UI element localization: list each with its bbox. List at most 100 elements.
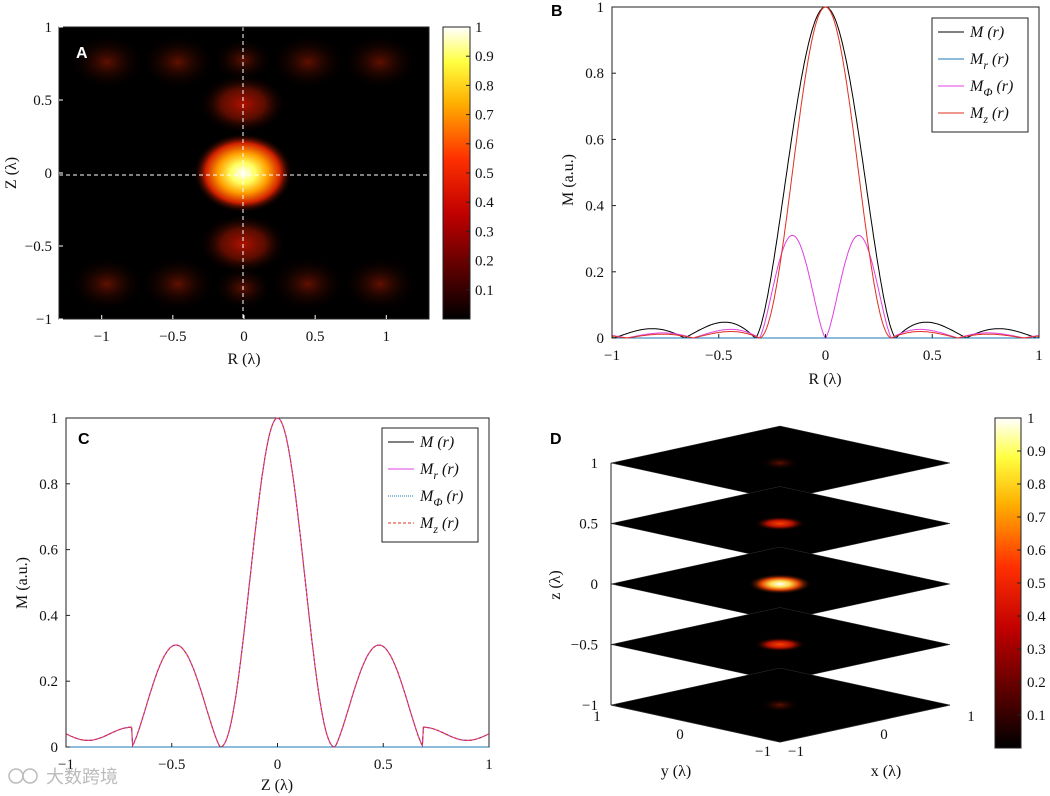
colorbar-d-label: 1 — [1027, 411, 1035, 427]
axis-label-a-x: R (λ) — [227, 351, 260, 368]
tick-label-x: −0.5 — [158, 757, 185, 773]
colorbar-a-label: 0.3 — [475, 224, 494, 240]
legend-arg: (r) — [438, 461, 459, 478]
watermark-text: 大数跨境 — [46, 767, 118, 788]
tick-label-d-x: −1 — [788, 744, 804, 760]
tick-label-y: 0 — [51, 740, 59, 756]
legend-entry: M (r) — [419, 434, 454, 451]
colorbar-a — [442, 26, 471, 320]
panel-letter-c: C — [78, 431, 90, 448]
tick-label-x: 0 — [274, 757, 282, 773]
tick-label-d-z: 1 — [591, 456, 599, 472]
tick-label-a-y: −1 — [36, 312, 52, 328]
tick-label-d-z: −0.5 — [571, 638, 598, 654]
tick-label-d-y: 1 — [593, 709, 601, 725]
heatmap-a-lobe — [342, 34, 418, 90]
colorbar-a-label: 0.6 — [475, 137, 494, 153]
tick-label-y: 0.6 — [585, 132, 604, 148]
axis-label-d-x: x (λ) — [871, 763, 901, 780]
tick-label-x: −0.5 — [705, 348, 732, 364]
heatmap-a-core — [193, 133, 293, 213]
tick-label-x: 1 — [485, 757, 493, 773]
legend-arg: (r) — [433, 434, 454, 451]
tick-label-a-x: −0.5 — [159, 329, 186, 345]
legend-base: M — [969, 105, 985, 122]
colorbar-d-label: 0.6 — [1027, 543, 1046, 559]
legend-subscript: r — [983, 58, 988, 72]
tick-label-d-x: 0 — [880, 727, 888, 743]
axis-label-d-z: z (λ) — [547, 570, 564, 600]
heatmap-a-lobe — [140, 34, 216, 90]
tick-label-x: 0 — [822, 348, 830, 364]
tick-label-x: 1 — [1035, 348, 1043, 364]
heatmap-a-lobe — [270, 256, 346, 312]
tick-label-a-x: 0 — [240, 329, 248, 345]
legend-entry: Mz (r) — [419, 515, 459, 536]
heatmap-a-lobe — [213, 38, 273, 82]
tick-label-y: 0.8 — [585, 66, 604, 82]
legend-arg: (r) — [988, 105, 1009, 122]
tick-label-d-z: 0.5 — [579, 517, 598, 533]
legend-arg: (r) — [992, 78, 1013, 95]
tick-label-d-y: −1 — [755, 744, 771, 760]
tick-label-y: 1 — [51, 411, 59, 427]
panel-d: D 10.50−0.5−110−1 −101 z (λ) y (λ) x (λ) … — [547, 411, 1046, 780]
legend-subscript: Φ — [983, 85, 992, 99]
tick-label-y: 0.4 — [585, 199, 604, 215]
tick-label-d-y: 0 — [676, 727, 684, 743]
colorbar-d-label: 0.3 — [1027, 642, 1046, 658]
colorbar-a-label: 0.9 — [475, 49, 494, 65]
legend-arg: (r) — [442, 488, 463, 505]
colorbar-a-label: 0.4 — [475, 195, 494, 211]
tick-label-x: −1 — [604, 348, 620, 364]
legend-arg: (r) — [983, 24, 1004, 41]
series-line-4 — [65, 417, 490, 748]
tick-label-x: 0.5 — [374, 757, 393, 773]
panel-b: B −1 −0.5 0 0.5 1 1 0.8 0.6 0.4 0.2 0 R (λ) M (a.u… — [551, 0, 1043, 388]
legend-base: M — [419, 515, 435, 532]
axis-label-b-y: M (a.u.) — [560, 154, 577, 206]
tick-label-y: 0.2 — [585, 265, 604, 281]
tick-label-a-x: −1 — [94, 329, 110, 345]
slice-spot — [760, 456, 800, 470]
heatmap-a-lobe — [270, 34, 346, 90]
tick-label-a-y: 1 — [45, 20, 53, 36]
tick-label-a-x: 0.5 — [306, 329, 325, 345]
colorbar-a-label: 0.5 — [475, 166, 494, 182]
colorbar-d-label: 0.2 — [1027, 675, 1046, 691]
heatmap-a-lobe — [140, 256, 216, 312]
tick-label-x: −1 — [58, 757, 74, 773]
slice-spot — [760, 698, 800, 712]
colorbar-a-label: 0.1 — [475, 283, 494, 299]
colorbar-a-label: 0.7 — [475, 108, 494, 124]
panel-c: C −1 −0.5 0 0.5 1 1 0.8 0.6 0.4 0.2 0 Z (λ) M (a.u… — [14, 411, 493, 794]
legend-entry: Mr (r) — [969, 51, 1009, 72]
colorbar-d-label: 0.4 — [1027, 609, 1046, 625]
legend-entry: MΦ (r) — [419, 488, 463, 509]
legend-subscript: z — [432, 522, 438, 536]
colorbar-a-label: 1 — [475, 20, 483, 36]
legend-subscript: r — [433, 468, 438, 482]
legend-base: M — [419, 434, 435, 451]
legend-entry: Mz (r) — [969, 105, 1009, 126]
tick-label-d-z: −1 — [582, 698, 598, 714]
slice-spot — [748, 574, 812, 594]
legend-base: M — [419, 488, 435, 505]
tick-label-d-x: 1 — [967, 709, 975, 725]
colorbar-d-label: 0.8 — [1027, 477, 1046, 493]
slice-spot — [754, 516, 806, 531]
colorbar-d — [994, 417, 1022, 749]
legend-subscript: Φ — [433, 495, 442, 509]
legend-base: M — [969, 51, 985, 68]
tick-label-a-y: 0 — [45, 166, 53, 182]
axis-label-c-x: Z (λ) — [261, 777, 293, 794]
watermark-icon — [22, 768, 38, 784]
axis-label-d-y: y (λ) — [661, 763, 691, 780]
tick-label-y: 0.8 — [39, 477, 58, 493]
colorbar-d-label: 0.9 — [1027, 444, 1046, 460]
axis-label-c-y: M (a.u.) — [14, 557, 31, 609]
panel-letter-b: B — [551, 3, 563, 20]
legend-subscript: z — [982, 112, 988, 126]
legend-base: M — [419, 461, 435, 478]
